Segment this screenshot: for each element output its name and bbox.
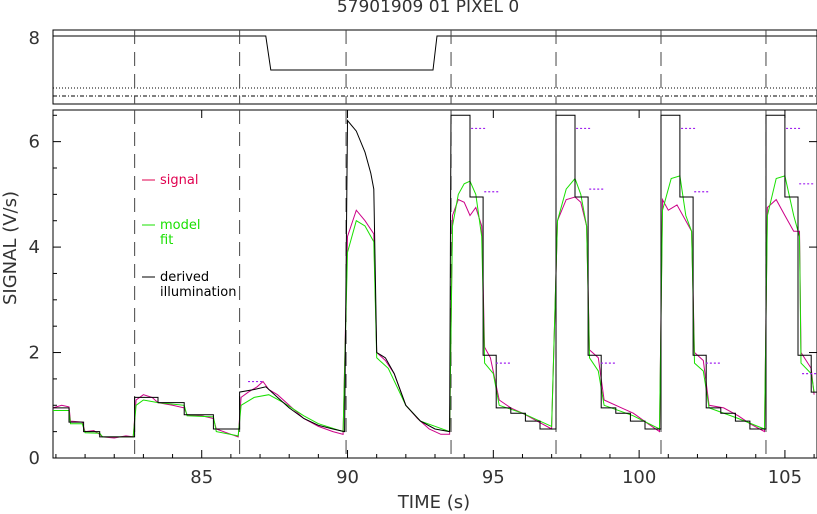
- chart-title: 57901909 01 PIXEL 0: [337, 0, 519, 17]
- top-panel-frame: [52, 29, 817, 105]
- legend: signal model fit derived illumination: [142, 173, 236, 300]
- top-panel-state-line: [53, 35, 817, 71]
- legend-label-1: model fit: [160, 218, 200, 248]
- legend-label-2: derived illumination: [160, 270, 236, 300]
- x-tick-label-1: 90: [336, 467, 359, 488]
- y-tick-label-1: 2: [29, 343, 40, 364]
- series-line-derived-illumination: [53, 114, 817, 438]
- x-tick-label-0: 85: [190, 467, 213, 488]
- axis-ticks: 85 90 95 100 105 0 2 4 6: [29, 110, 817, 488]
- legend-label-0: signal: [160, 173, 198, 188]
- y-tick-label-2: 4: [29, 237, 40, 258]
- top-panel-markers: [134, 30, 767, 104]
- top-panel-label: 8: [29, 28, 40, 49]
- y-axis-label: SIGNAL (V/s): [0, 191, 21, 305]
- series-line-model-fit: [53, 175, 815, 438]
- y-tick-label-3: 6: [29, 132, 40, 153]
- y-tick-label-0: 0: [29, 448, 40, 469]
- x-tick-label-2: 95: [482, 467, 505, 488]
- x-tick-label-3: 100: [622, 467, 656, 488]
- x-axis-label: TIME (s): [397, 492, 470, 513]
- series-group: [52, 114, 817, 439]
- x-tick-label-4: 105: [768, 467, 802, 488]
